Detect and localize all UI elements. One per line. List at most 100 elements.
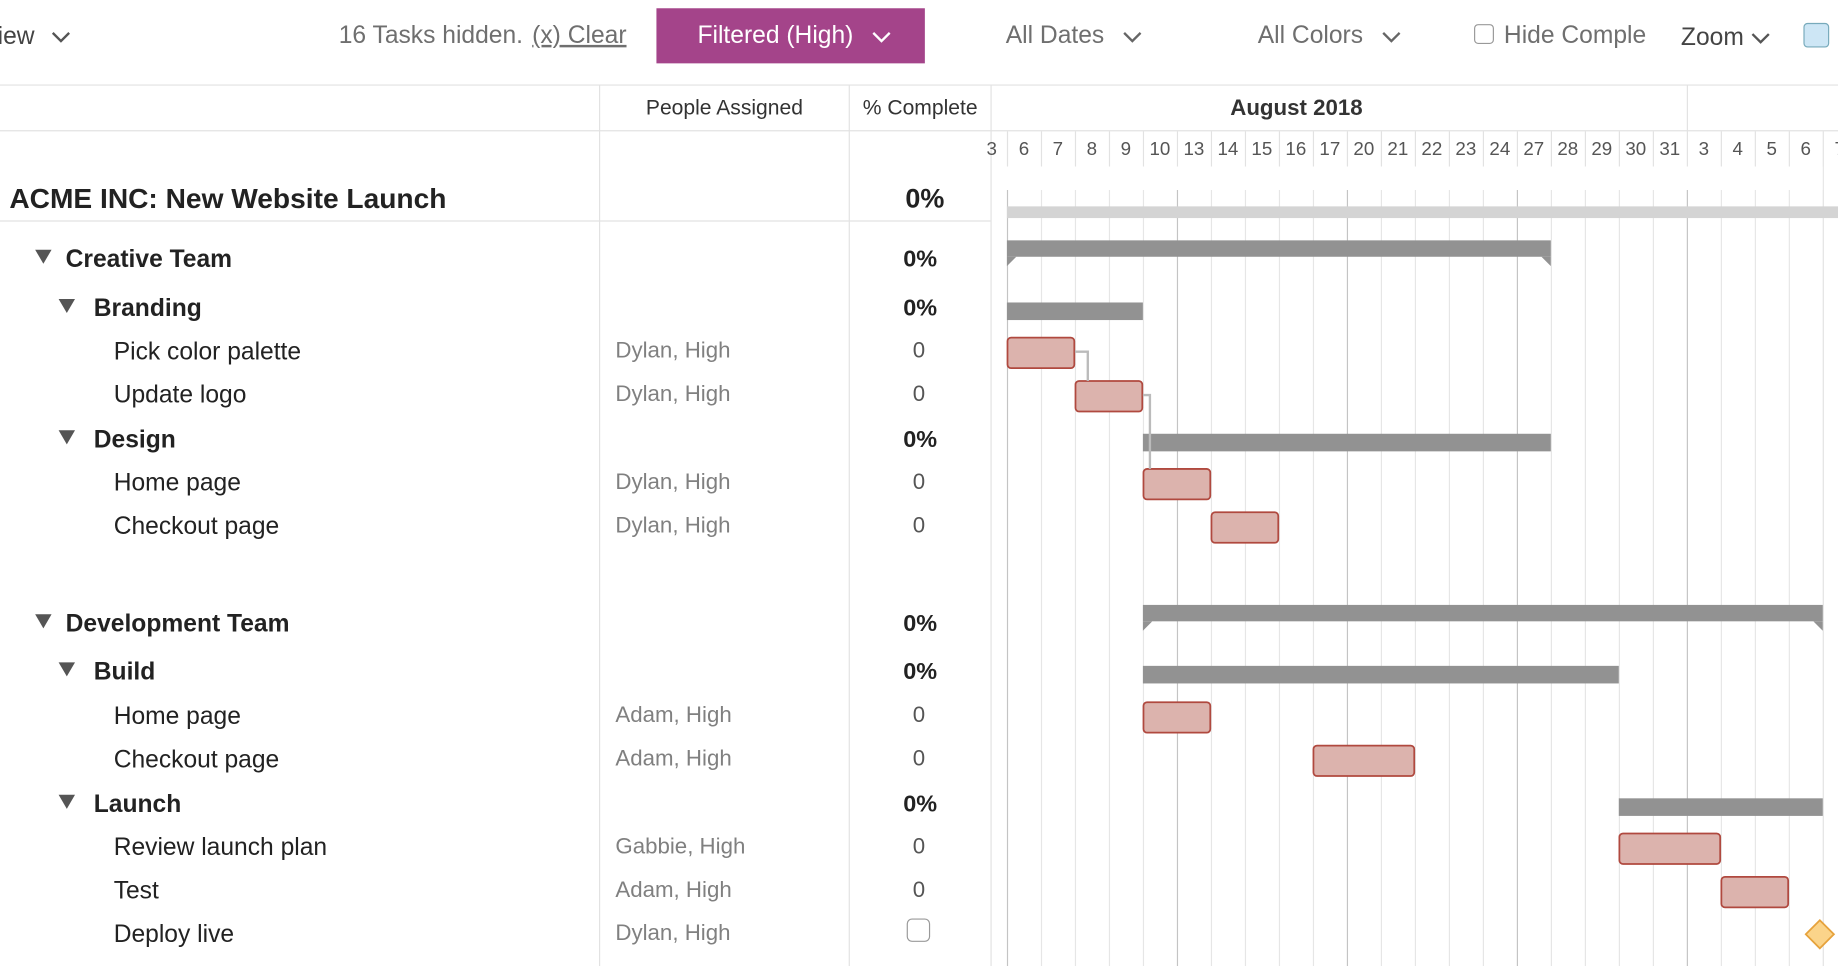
frame	[0, 84, 1838, 966]
chevron	[1123, 32, 1142, 43]
day-label: 3	[1699, 138, 1709, 159]
clear-link[interactable]: (x) Clear	[532, 22, 626, 49]
day-label: 27	[1523, 138, 1544, 159]
project-name: ACME INC: New Website Launch	[9, 183, 446, 214]
task-bar[interactable]	[1142, 468, 1212, 501]
task-complete: 0	[913, 877, 925, 902]
day-label: 5	[1767, 138, 1777, 159]
team-name: Creative Team	[66, 246, 232, 273]
collapse-toggle[interactable]	[35, 614, 52, 629]
task-name: Update logo	[114, 382, 247, 409]
team-name: Development Team	[66, 610, 290, 637]
task-complete: 0	[913, 381, 925, 406]
task-bar[interactable]	[1312, 744, 1416, 777]
day-label: 30	[1625, 138, 1646, 159]
task-bar[interactable]	[1006, 336, 1076, 370]
hidden-count: 16 Tasks hidden.	[339, 22, 523, 49]
group-bar	[1142, 665, 1619, 684]
task-bar[interactable]	[1720, 875, 1790, 909]
task-people: Dylan, High	[615, 512, 730, 537]
chevron	[1751, 33, 1770, 44]
group-name: Design	[94, 426, 176, 453]
task-name: Test	[114, 878, 159, 905]
task-name: Review launch plan	[114, 834, 327, 861]
bar-cap	[1813, 621, 1823, 631]
bar-cap	[1142, 621, 1153, 631]
collapse-toggle[interactable]	[35, 249, 52, 264]
project-complete: 0%	[905, 184, 944, 214]
month-header: August 2018	[1230, 95, 1362, 120]
day-label: 14	[1217, 138, 1238, 159]
task-checkbox[interactable]	[906, 918, 931, 942]
task-complete: 0	[913, 338, 925, 363]
task-bar[interactable]	[1210, 511, 1280, 544]
task-complete: 0	[913, 512, 925, 537]
chevron	[872, 32, 891, 43]
task-bar[interactable]	[1618, 832, 1722, 865]
filter-button[interactable]	[656, 8, 925, 64]
day-label: 10	[1149, 138, 1170, 159]
colors-menu[interactable]: All Colors	[1258, 22, 1363, 49]
group-name: Build	[94, 658, 156, 685]
task-name: Deploy live	[114, 921, 234, 948]
group-bar	[1142, 433, 1551, 452]
task-people: Dylan, High	[615, 920, 730, 945]
collapse-toggle[interactable]	[58, 794, 76, 809]
team-bar	[1142, 604, 1823, 622]
group-complete: 0%	[903, 791, 937, 817]
color-swatch[interactable]	[1803, 22, 1830, 48]
day-label: 21	[1387, 138, 1408, 159]
zoom-menu[interactable]: Zoom	[1681, 24, 1744, 51]
day-label: 31	[1659, 138, 1680, 159]
dependency	[1074, 350, 1089, 382]
group-complete: 0%	[903, 295, 937, 321]
people-header: People Assigned	[646, 97, 803, 120]
task-people: Dylan, High	[615, 381, 730, 406]
chevron	[1382, 32, 1401, 43]
task-people: Adam, High	[615, 702, 731, 727]
collapse-toggle[interactable]	[58, 298, 76, 314]
day-label: 9	[1121, 138, 1131, 159]
team-complete: 0%	[903, 610, 937, 636]
dependency	[1142, 393, 1152, 469]
day-label: 24	[1489, 138, 1510, 159]
task-name: Home page	[114, 703, 241, 730]
task-people: Gabbie, High	[615, 833, 745, 858]
day-label: 3	[986, 138, 996, 159]
day-label: 7	[1053, 138, 1063, 159]
task-people: Dylan, High	[615, 469, 730, 494]
collapse-toggle[interactable]	[58, 430, 76, 445]
dates-menu[interactable]: All Dates	[1006, 22, 1104, 49]
task-complete: 0	[913, 469, 925, 494]
day-label: 16	[1285, 138, 1306, 159]
milestone[interactable]	[1804, 918, 1836, 950]
group-name: Launch	[94, 791, 182, 818]
task-people: Adam, High	[615, 746, 731, 771]
task-complete: 0	[913, 833, 925, 858]
rows: ACME INC: New Website Launch 0% Creative T…	[9, 183, 944, 948]
task-name: Checkout page	[114, 513, 280, 540]
task-people: Dylan, High	[615, 338, 730, 363]
task-name: Home page	[114, 470, 241, 497]
chevron	[51, 32, 70, 43]
day-label: 20	[1353, 138, 1374, 159]
day-label: 22	[1421, 138, 1442, 159]
group-bar	[1006, 302, 1143, 321]
bars	[1006, 206, 1838, 950]
day-label: 6	[1019, 138, 1029, 159]
toolbar: iew 16 Tasks hidden. (x) Clear Filtered …	[0, 8, 1830, 64]
view-menu[interactable]: iew	[0, 23, 35, 50]
collapse-toggle[interactable]	[58, 662, 76, 677]
day-label: 23	[1455, 138, 1476, 159]
day-label: 7	[1835, 138, 1838, 159]
task-complete: 0	[913, 702, 925, 727]
team-complete: 0%	[903, 245, 937, 271]
task-bar[interactable]	[1142, 701, 1212, 734]
day-label: 6	[1801, 138, 1811, 159]
day-label: 29	[1591, 138, 1612, 159]
team-bar	[1006, 240, 1551, 257]
task-bar[interactable]	[1074, 380, 1144, 413]
hide-complete-label: Hide Comple	[1504, 22, 1646, 49]
hide-complete-checkbox[interactable]	[1474, 24, 1494, 45]
